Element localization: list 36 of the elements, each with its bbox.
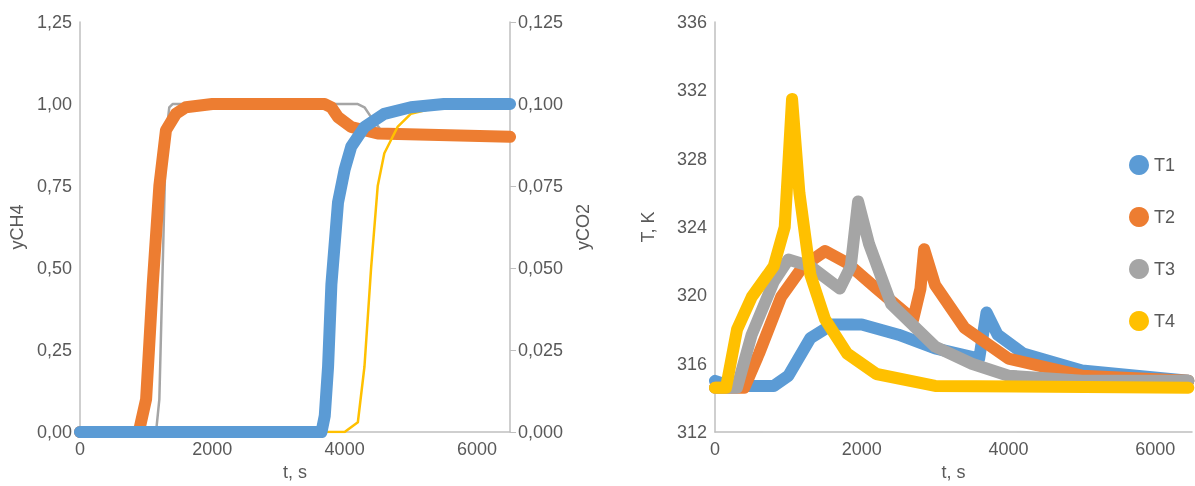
y-tick-label: 312: [676, 422, 707, 443]
y-axis-title: T, K: [638, 211, 658, 243]
y2-tick-label: 0,075: [518, 176, 564, 197]
y-axis-title: yCH4: [7, 204, 27, 250]
y-tick-label: 1,00: [36, 94, 72, 115]
y-tick-label: 0,25: [36, 340, 72, 361]
y2-tick-label: 0,100: [518, 94, 564, 115]
x-tick-label: 2000: [841, 439, 882, 460]
legend-label: T1: [1153, 155, 1176, 175]
legend-label: T2: [1153, 207, 1176, 227]
y2-axis-title: yCO2: [573, 204, 593, 251]
y-tick-label: 0,75: [36, 176, 72, 197]
x-tick-label: 0: [74, 439, 85, 460]
x-tick-label: 0: [709, 439, 721, 460]
y2-tick-label: 0,050: [518, 258, 564, 279]
y-tick-label: 1,25: [36, 12, 72, 32]
legend-label: T4: [1153, 311, 1176, 331]
y2-tick-label: 0,025: [518, 340, 564, 361]
y-tick-label: 320: [676, 285, 707, 306]
x-tick-label: 4000: [324, 439, 365, 460]
y-tick-label: 0,50: [36, 258, 72, 279]
y-tick-label: 0,00: [36, 422, 72, 443]
legend-label: T3: [1153, 259, 1176, 279]
x-axis-title: t, s: [282, 462, 307, 482]
y2-tick-label: 0,000: [518, 422, 564, 443]
y-tick-label: 324: [676, 217, 707, 238]
y2-tick-label: 0,125: [518, 12, 564, 32]
x-tick-label: 6000: [1135, 439, 1176, 460]
y-tick-label: 328: [676, 148, 707, 169]
y-tick-label: 336: [676, 12, 707, 32]
x-tick-label: 2000: [192, 439, 233, 460]
x-tick-label: 4000: [988, 439, 1029, 460]
x-axis-title: t, s: [941, 462, 966, 482]
y-tick-label: 316: [676, 353, 707, 374]
x-tick-label: 6000: [456, 439, 497, 460]
y-tick-label: 332: [676, 80, 707, 101]
